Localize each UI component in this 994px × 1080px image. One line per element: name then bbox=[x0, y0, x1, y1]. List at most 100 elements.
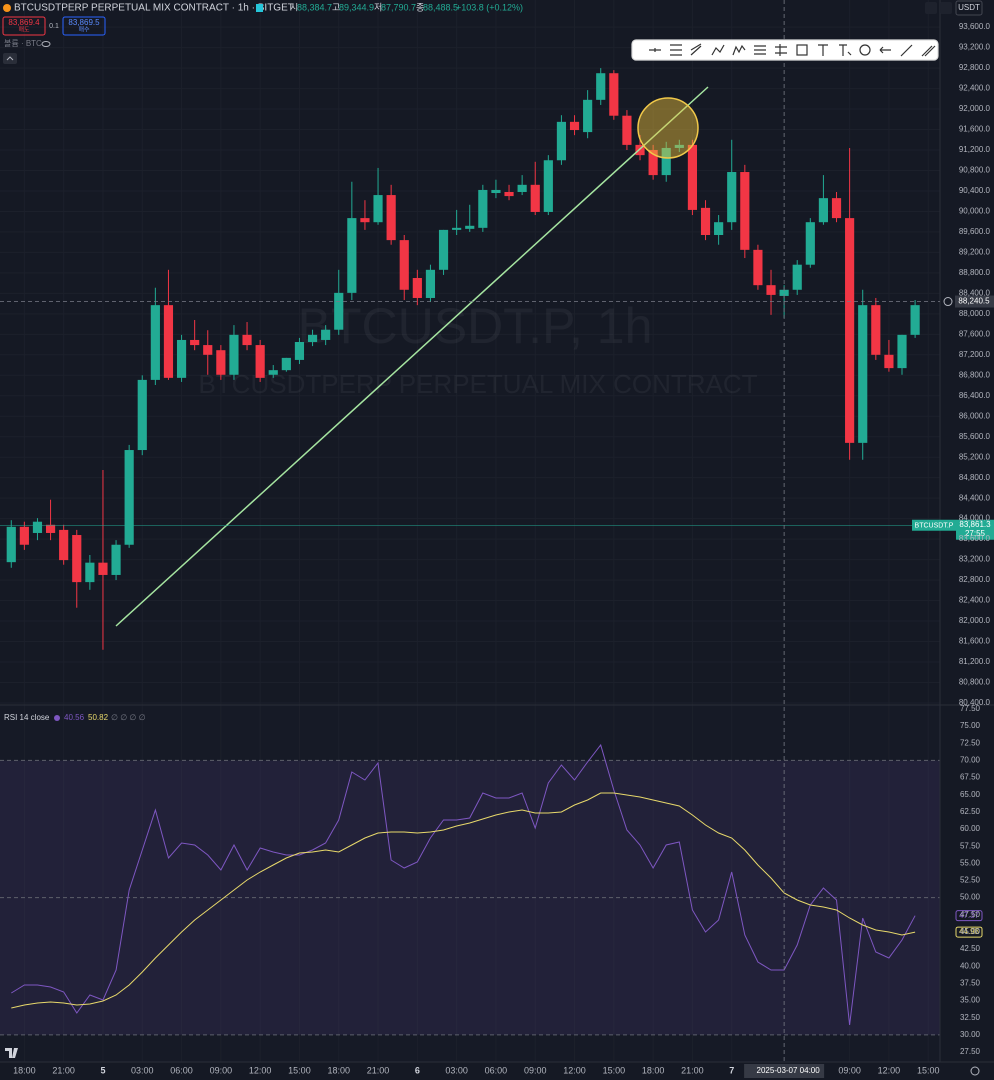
tool-pitchfork[interactable] bbox=[690, 43, 702, 56]
candle-body bbox=[740, 172, 750, 250]
y-tick-label: 86,000.0 bbox=[959, 411, 991, 420]
x-tick-label: 03:00 bbox=[131, 1065, 154, 1075]
rsi-tick-label: 52.50 bbox=[960, 876, 981, 885]
y-tick-label: 89,600.0 bbox=[959, 227, 991, 236]
rsi-icon[interactable] bbox=[54, 715, 60, 721]
candle-body bbox=[190, 339, 200, 346]
x-tick-label: 21:00 bbox=[367, 1065, 390, 1075]
currency-box[interactable] bbox=[955, 0, 983, 16]
tool-fib[interactable] bbox=[754, 45, 766, 55]
rsi-tick-label: 50.00 bbox=[960, 893, 981, 902]
candle-body bbox=[45, 524, 56, 533]
x-tick-label: 7 bbox=[729, 1065, 734, 1075]
candle-body bbox=[845, 218, 855, 443]
last-price-label: 83,861.3 bbox=[959, 520, 991, 529]
candle-body bbox=[818, 198, 829, 223]
candle-body bbox=[163, 305, 174, 378]
rsi-ma-value: 50.82 bbox=[88, 713, 109, 722]
tool-channel[interactable] bbox=[670, 44, 682, 56]
candle-body bbox=[897, 334, 907, 369]
rsi-tick-label: 62.50 bbox=[960, 807, 981, 816]
refresh-button[interactable] bbox=[940, 2, 952, 14]
crosshair-x-box bbox=[744, 1064, 825, 1078]
candle-body bbox=[72, 535, 82, 583]
candle-body bbox=[504, 191, 514, 197]
rsi-tick-label: 45.00 bbox=[960, 927, 981, 936]
toolbar-bg bbox=[631, 39, 939, 61]
tool-text[interactable] bbox=[818, 44, 828, 56]
tool-wave[interactable] bbox=[732, 44, 746, 56]
watermark-subtitle: BTCUSDTPERP PERPETUAL MIX CONTRACT bbox=[198, 369, 757, 399]
y-tick-label: 88,400.0 bbox=[959, 288, 991, 297]
tool-line[interactable] bbox=[900, 44, 913, 57]
last-price-countdown: 27:55 bbox=[965, 529, 986, 538]
tool-brush[interactable] bbox=[921, 45, 936, 57]
candle-body bbox=[334, 292, 344, 330]
y-tick-label: 93,200.0 bbox=[959, 43, 991, 52]
settings-icon[interactable] bbox=[970, 1066, 980, 1076]
candle-body bbox=[648, 150, 658, 176]
volume-label: 볼륨 · BTC bbox=[4, 38, 42, 48]
ohlc-key: 고 bbox=[332, 2, 340, 12]
tool-note[interactable] bbox=[839, 44, 852, 56]
candle-body bbox=[255, 345, 265, 378]
collapse-button[interactable] bbox=[3, 53, 17, 64]
candle-body bbox=[583, 99, 593, 133]
rsi-tick-label: 42.50 bbox=[960, 944, 981, 953]
ohlc-value: 87,790.7 bbox=[381, 2, 416, 12]
candle-body bbox=[321, 329, 331, 340]
tool-pattern[interactable] bbox=[711, 44, 725, 56]
tv-logo[interactable] bbox=[5, 1048, 18, 1058]
sell-button[interactable] bbox=[2, 16, 46, 36]
tool-arrow[interactable] bbox=[879, 46, 891, 54]
candle-body bbox=[242, 334, 252, 346]
y-tick-label: 90,800.0 bbox=[959, 166, 991, 175]
y-tick-label: 83,600.0 bbox=[959, 534, 991, 543]
rsi-placeholders: ∅ ∅ ∅ ∅ bbox=[111, 713, 146, 722]
y-tick-label: 84,000.0 bbox=[959, 514, 991, 523]
candle-body bbox=[727, 172, 737, 223]
x-tick-label: 12:00 bbox=[878, 1065, 901, 1075]
candle-body bbox=[753, 249, 763, 286]
y-tick-label: 91,200.0 bbox=[959, 145, 991, 154]
tool-range[interactable] bbox=[775, 44, 787, 56]
circle-drawing[interactable] bbox=[637, 97, 699, 159]
x-tick-label: 03:00 bbox=[445, 1065, 468, 1075]
y-tick-label: 89,200.0 bbox=[959, 248, 991, 257]
rsi-pane bbox=[0, 705, 940, 1062]
rsi-line bbox=[11, 743, 916, 1026]
down-button[interactable] bbox=[925, 2, 937, 14]
tool-hline[interactable] bbox=[649, 48, 661, 52]
buy-button[interactable] bbox=[62, 16, 106, 36]
candle-body bbox=[661, 147, 671, 176]
y-tick-label: 91,600.0 bbox=[959, 125, 991, 134]
rsi-tick-label: 47.50 bbox=[960, 910, 981, 919]
ohlc-value: 88,384.7 bbox=[297, 2, 332, 12]
rsi-tick-label: 60.00 bbox=[960, 824, 981, 833]
buy-price: 83,869.5 bbox=[68, 18, 100, 27]
y-tick-label: 82,800.0 bbox=[959, 575, 991, 584]
last-price-box bbox=[956, 519, 994, 540]
candle-body bbox=[714, 222, 724, 235]
y-tick-label: 80,400.0 bbox=[959, 698, 991, 707]
candle-body bbox=[307, 334, 318, 343]
eye-icon[interactable] bbox=[41, 41, 51, 47]
candle-body bbox=[98, 562, 108, 575]
x-tick-label: 18:00 bbox=[327, 1065, 350, 1075]
candle-body bbox=[32, 521, 43, 533]
tool-circle[interactable] bbox=[859, 44, 871, 56]
rsi-last-box bbox=[955, 910, 983, 922]
flag-icon[interactable] bbox=[256, 4, 263, 12]
rsi-tick-label: 55.00 bbox=[960, 858, 981, 867]
x-tick-label: 09:00 bbox=[210, 1065, 233, 1075]
candle-body bbox=[543, 160, 553, 212]
x-tick-label: 5 bbox=[100, 1065, 105, 1075]
y-tick-label: 90,400.0 bbox=[959, 186, 991, 195]
trend-line[interactable] bbox=[115, 86, 709, 627]
ohlc-key: 저 bbox=[374, 2, 382, 12]
candle-body bbox=[831, 198, 842, 219]
crosshair-plus bbox=[943, 297, 953, 307]
tool-rect[interactable] bbox=[796, 44, 808, 56]
rsi-line bbox=[11, 792, 916, 1009]
x-tick-label: 09:00 bbox=[524, 1065, 547, 1075]
